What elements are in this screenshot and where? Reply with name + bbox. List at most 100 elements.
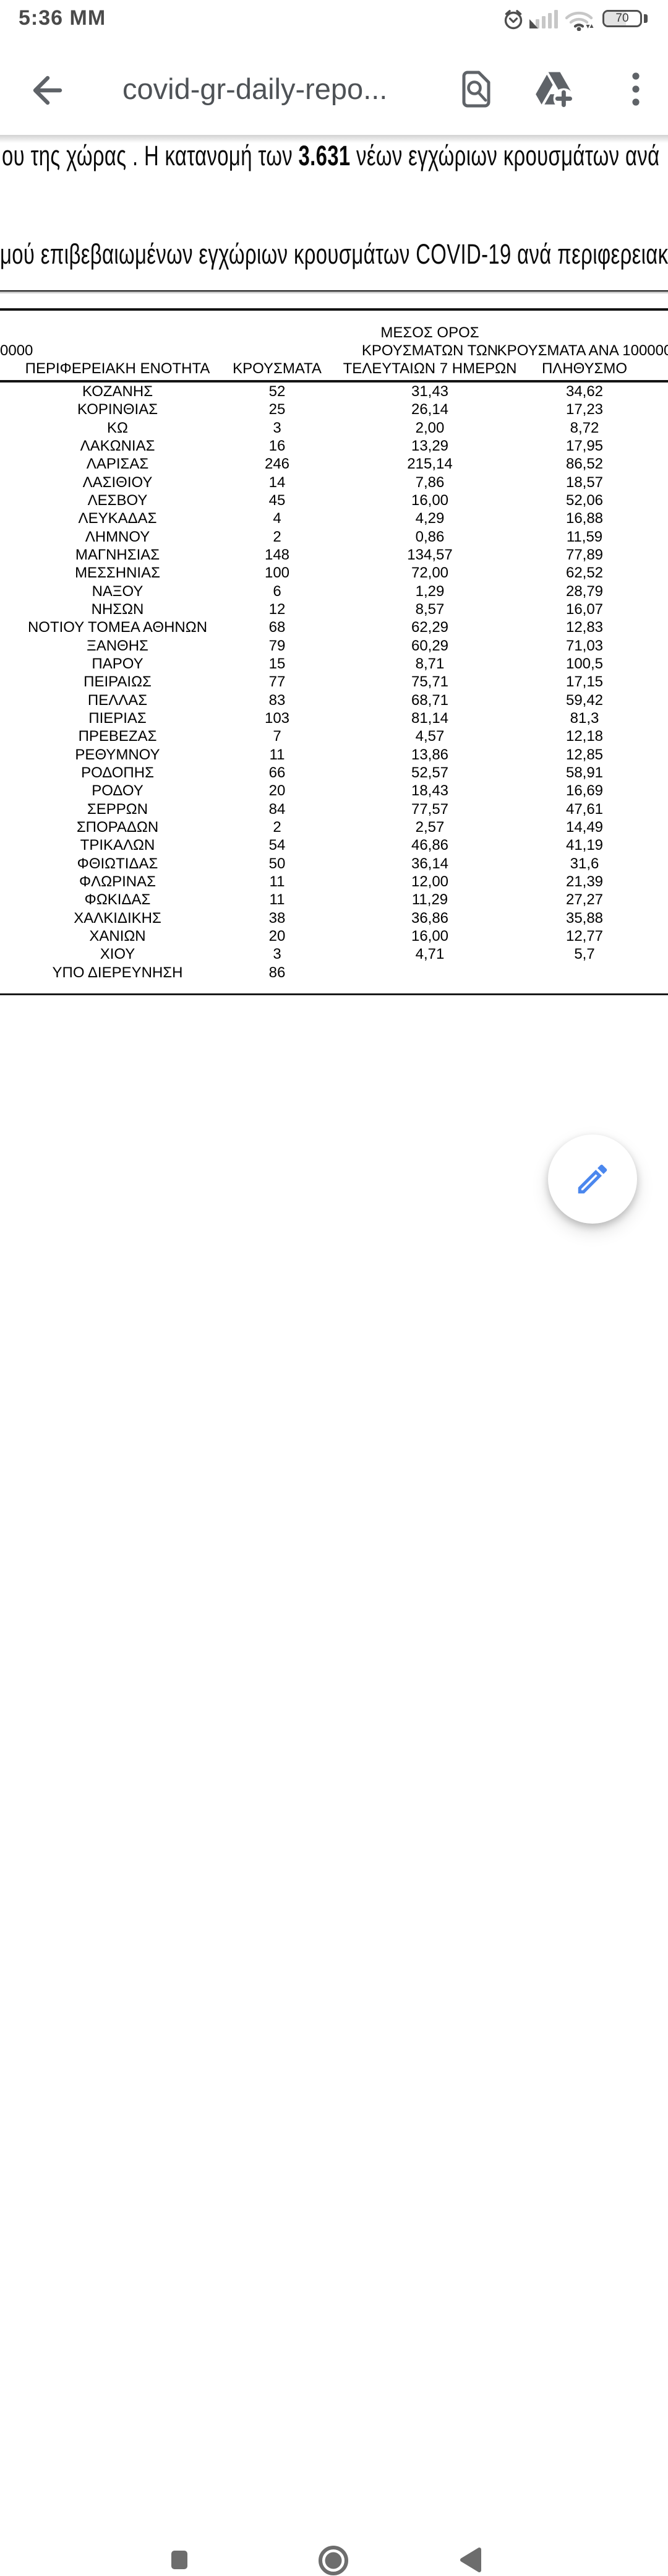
region-cell: ΠΑΡΟΥ xyxy=(92,655,143,672)
table-row: ΠΕΙΡΑΙΩΣ 77 75,71 17,15 xyxy=(0,673,628,691)
per-100k-cell: 52,06 xyxy=(565,491,604,509)
table-row: ΜΑΓΝΗΣΙΑΣ 148 134,57 77,89 xyxy=(0,546,628,564)
table-row: ΜΕΣΣΗΝΙΑΣ 100 72,00 62,52 xyxy=(0,564,628,582)
table-row: ΡΟΔΟΥ 20 18,43 16,69 xyxy=(0,782,628,800)
per-100k-cell: 14,49 xyxy=(565,818,604,836)
cases-cell: 4 xyxy=(273,510,281,527)
region-cell: ΛΗΜΝΟΥ xyxy=(85,528,150,545)
cases-cell: 11 xyxy=(269,873,285,890)
region-cell: ΚΩ xyxy=(107,419,128,436)
avg-7day-cell: 60,29 xyxy=(411,637,449,654)
region-cell: ΝΑΞΟΥ xyxy=(92,582,143,600)
table-row: ΧΙΟΥ 3 4,71 5,7 xyxy=(0,945,628,963)
avg-7day-cell: 31,43 xyxy=(411,383,449,400)
cases-cell: 83 xyxy=(268,691,286,709)
nav-back-button[interactable] xyxy=(456,2544,485,2575)
table-row: ΝΟΤΙΟΥ ΤΟΜΕΑ ΑΘΗΝΩΝ 68 62,29 12,83 xyxy=(0,618,628,636)
table-row: ΣΠΟΡΑΔΩΝ 2 2,57 14,49 xyxy=(0,818,628,836)
region-cell: ΧΑΝΙΩΝ xyxy=(89,927,146,944)
region-cell: ΠΙΕΡΙΑΣ xyxy=(88,709,147,727)
avg-7day-cell: 4,29 xyxy=(415,510,445,527)
per-100k-cell: 71,03 xyxy=(565,637,604,654)
table-row: ΞΑΝΘΗΣ 79 60,29 71,03 xyxy=(0,637,628,655)
cases-cell: 25 xyxy=(268,401,286,418)
table-row: ΥΠΟ ΔΙΕΡΕΥΝΗΣΗ 86 xyxy=(0,964,628,982)
header-per-100k-column: ΚΡΟΥΣΜΑΤΑ ΑΝΑ 100000 ΠΛΗΘΥΣΜΟ xyxy=(497,342,668,377)
table-row: ΠΕΛΛΑΣ 83 68,71 59,42 xyxy=(0,691,628,709)
region-cell: ΠΕΛΛΑΣ xyxy=(87,691,148,709)
region-cell: ΛΕΣΒΟΥ xyxy=(87,491,148,509)
region-cell: ΚΟΖΑΝΗΣ xyxy=(82,383,153,400)
table-row: ΛΑΣΙΘΙΟΥ 14 7,86 18,57 xyxy=(0,473,628,491)
region-cell: ΝΗΣΩΝ xyxy=(91,600,144,618)
avg-7day-cell: 4,57 xyxy=(415,728,445,745)
status-bar: 5:36 ΜΜ 70 xyxy=(0,0,668,37)
table-row: ΧΑΝΙΩΝ 20 16,00 12,77 xyxy=(0,927,628,945)
recents-button[interactable] xyxy=(171,2551,187,2569)
region-cell: ΡΟΔΟΠΗΣ xyxy=(81,764,154,781)
per-100k-cell: 12,77 xyxy=(565,927,604,944)
table-header-row: ΠΕΡΙΦΕΡΕΙΑΚΗ ΕΝΟΤΗΤΑ ΚΡΟΥΣΜΑΤΑ ΜΕΣΟΣ ΟΡΟ… xyxy=(0,322,668,378)
avg-7day-cell: 1,29 xyxy=(415,582,445,600)
region-cell: ΤΡΙΚΑΛΩΝ xyxy=(80,837,155,854)
region-cell: ΧΑΛΚΙΔΙΚΗΣ xyxy=(74,909,161,927)
avg-7day-cell: 215,14 xyxy=(407,456,453,473)
cases-cell: 7 xyxy=(273,728,281,745)
per-100k-cell: 41,19 xyxy=(565,837,604,854)
avg-7day-cell: 2,00 xyxy=(415,419,445,436)
cell-signal-icon xyxy=(529,10,558,28)
more-options-icon xyxy=(632,72,640,106)
cases-cell: 2 xyxy=(273,818,281,836)
per-100k-cell: 12,85 xyxy=(565,746,604,763)
region-cell: ΜΑΓΝΗΣΙΑΣ xyxy=(75,546,160,563)
table-row: ΝΗΣΩΝ 12 8,57 16,07 xyxy=(0,600,628,618)
home-button[interactable] xyxy=(318,2545,349,2576)
per-100k-cell: 16,07 xyxy=(565,600,604,618)
add-to-drive-button[interactable] xyxy=(531,64,578,114)
navigation-bar xyxy=(0,1263,668,2575)
table-row: ΚΟΡΙΝΘΙΑΣ 25 26,14 17,23 xyxy=(0,400,628,418)
table-row: ΝΑΞΟΥ 6 1,29 28,79 xyxy=(0,582,628,600)
table-row: ΤΡΙΚΑΛΩΝ 54 46,86 41,19 xyxy=(0,836,628,854)
per-100k-cell: 47,61 xyxy=(565,800,604,818)
edit-fab-button[interactable] xyxy=(548,1135,637,1224)
cases-cell: 79 xyxy=(268,637,286,654)
avg-7day-cell: 52,57 xyxy=(411,764,449,781)
avg-7day-cell: 72,00 xyxy=(411,564,449,582)
table-row: ΚΩ 3 2,00 8,72 xyxy=(0,419,628,437)
overflow-menu-button[interactable] xyxy=(612,64,659,114)
edit-pencil-icon xyxy=(578,1164,607,1194)
cases-cell: 54 xyxy=(268,837,286,854)
avg-7day-cell xyxy=(319,964,541,982)
table-row: ΡΕΘΥΜΝΟΥ 11 13,86 12,85 xyxy=(0,746,628,764)
cases-cell: 148 xyxy=(264,546,290,563)
region-cell: ΣΠΟΡΑΔΩΝ xyxy=(76,818,159,836)
cases-cell: 68 xyxy=(268,619,286,636)
find-in-document-button[interactable] xyxy=(454,64,501,114)
per-100k-cell: 86,52 xyxy=(565,456,604,473)
avg-7day-cell: 8,71 xyxy=(415,655,445,672)
avg-7day-cell: 13,86 xyxy=(411,746,449,763)
cases-cell: 86 xyxy=(268,964,286,981)
region-cell: ΦΘΙΩΤΙΔΑΣ xyxy=(77,855,158,872)
table-row: ΛΑΡΙΣΑΣ 246 215,14 86,52 xyxy=(0,455,628,473)
cases-cell: 52 xyxy=(268,383,286,400)
table-row: ΠΙΕΡΙΑΣ 103 81,14 81,3 xyxy=(0,709,628,727)
cases-cell: 11 xyxy=(269,891,285,909)
cases-cell: 15 xyxy=(268,655,286,672)
cases-cell: 84 xyxy=(268,800,286,818)
avg-7day-cell: 16,00 xyxy=(411,927,449,944)
cropped-column-fragment: 0000 xyxy=(0,342,33,359)
cases-cell: 246 xyxy=(264,456,290,473)
battery-nub xyxy=(644,14,648,23)
wifi-icon xyxy=(565,11,594,31)
back-button[interactable] xyxy=(28,71,66,110)
pdf-page-view[interactable]: ου της χώρας . Η κατανομή των 3.631 νέων… xyxy=(0,135,668,1125)
cases-cell: 2 xyxy=(273,528,281,545)
avg-7day-cell: 12,00 xyxy=(411,873,449,890)
cases-cell: 66 xyxy=(268,764,286,781)
avg-7day-cell: 2,57 xyxy=(415,818,445,836)
cases-cell: 16 xyxy=(268,437,286,454)
avg-7day-cell: 26,14 xyxy=(411,401,449,418)
table-row: ΠΡΕΒΕΖΑΣ 7 4,57 12,18 xyxy=(0,727,628,745)
